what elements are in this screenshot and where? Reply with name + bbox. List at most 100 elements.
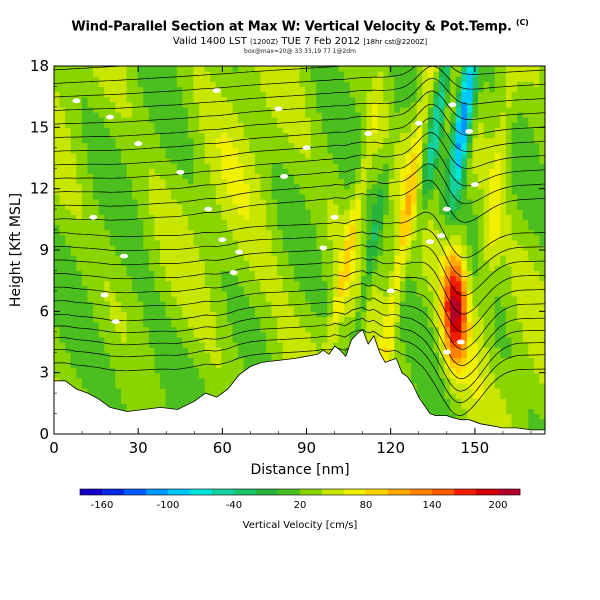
velocity-cell: [221, 81, 228, 88]
velocity-cell: [327, 127, 334, 134]
velocity-cell: [316, 81, 323, 88]
velocity-cell: [160, 173, 167, 180]
velocity-cell: [87, 316, 94, 323]
velocity-cell: [226, 193, 234, 200]
velocity-cell: [199, 362, 206, 369]
velocity-cell: [388, 331, 395, 338]
velocity-cell: [433, 173, 440, 180]
velocity-cell: [305, 147, 312, 154]
velocity-cell: [104, 260, 111, 266]
velocity-cell: [243, 71, 250, 77]
velocity-cell: [416, 132, 423, 139]
velocity-cell: [405, 362, 412, 369]
velocity-cell: [433, 91, 440, 98]
velocity-cell: [271, 106, 278, 113]
velocity-cell: [411, 96, 418, 103]
velocity-cell: [360, 250, 368, 256]
velocity-cell: [120, 183, 128, 190]
velocity-cell: [254, 255, 262, 261]
velocity-cell: [204, 342, 211, 348]
velocity-cell: [305, 178, 312, 185]
velocity-cell: [210, 382, 217, 389]
velocity-cell: [137, 224, 144, 231]
velocity-cell: [310, 132, 317, 139]
velocity-cell: [221, 244, 228, 251]
velocity-cell: [344, 101, 351, 108]
velocity-cell: [70, 244, 77, 251]
velocity-cell: [321, 173, 328, 180]
velocity-cell: [154, 398, 161, 404]
velocity-cell: [93, 306, 100, 312]
velocity-cell: [176, 388, 183, 394]
velocity-cell: [171, 311, 178, 318]
velocity-cell: [182, 347, 189, 353]
velocity-cell: [87, 250, 94, 256]
velocity-cell: [76, 127, 83, 134]
velocity-cell: [187, 117, 195, 123]
velocity-cell: [232, 198, 239, 205]
velocity-cell: [344, 173, 351, 180]
velocity-cell: [277, 81, 284, 88]
velocity-cell: [204, 173, 211, 180]
velocity-cell: [120, 377, 128, 384]
velocity-cell: [81, 234, 89, 241]
velocity-cell: [76, 224, 83, 231]
velocity-cell: [104, 152, 111, 159]
velocity-cell: [148, 158, 156, 164]
velocity-cell: [182, 66, 189, 72]
velocity-cell: [405, 152, 412, 159]
velocity-cell: [143, 188, 150, 195]
velocity-cell: [349, 285, 356, 292]
velocity-cell: [160, 382, 167, 389]
velocity-cell: [81, 382, 89, 389]
velocity-cell: [160, 142, 167, 149]
velocity-cell: [355, 81, 362, 88]
velocity-cell: [238, 137, 245, 144]
velocity-cell: [221, 168, 228, 174]
velocity-cell: [427, 219, 435, 226]
velocity-cell: [54, 178, 61, 185]
velocity-cell: [154, 91, 161, 98]
velocity-cell: [176, 239, 183, 246]
velocity-cell: [372, 301, 379, 307]
velocity-cell: [104, 71, 111, 77]
velocity-cell: [355, 137, 362, 144]
velocity-cell: [260, 117, 267, 123]
velocity-cell: [344, 86, 351, 93]
velocity-cell: [54, 106, 61, 113]
velocity-cell: [332, 71, 340, 77]
velocity-cell: [65, 367, 72, 374]
velocity-cell: [81, 173, 89, 180]
velocity-cell: [383, 250, 390, 256]
velocity-cell: [204, 214, 211, 220]
velocity-cell: [115, 255, 122, 261]
velocity-cell: [76, 137, 83, 144]
velocity-cell: [405, 352, 412, 358]
velocity-cell: [148, 347, 156, 353]
velocity-cell: [299, 326, 306, 333]
velocity-cell: [160, 66, 167, 72]
velocity-cell: [98, 112, 105, 118]
velocity-cell: [215, 280, 222, 287]
velocity-cell: [148, 91, 156, 98]
velocity-cell: [59, 96, 66, 103]
velocity-cell: [215, 388, 222, 394]
velocity-cell: [344, 270, 351, 277]
velocity-cell: [187, 137, 195, 144]
velocity-cell: [93, 239, 100, 246]
velocity-cell: [288, 250, 295, 256]
velocity-cell: [143, 178, 150, 185]
velocity-cell: [321, 255, 328, 261]
velocity-cell: [70, 250, 77, 256]
velocity-cell: [327, 168, 334, 174]
velocity-cell: [143, 101, 150, 108]
velocity-cell: [238, 101, 245, 108]
velocity-cell: [372, 280, 379, 287]
velocity-cell: [254, 168, 262, 174]
velocity-cell: [243, 106, 250, 113]
velocity-cell: [288, 347, 295, 353]
velocity-cell: [104, 163, 111, 169]
velocity-cell: [282, 81, 289, 88]
velocity-cell: [405, 204, 412, 210]
velocity-cell: [416, 137, 423, 144]
